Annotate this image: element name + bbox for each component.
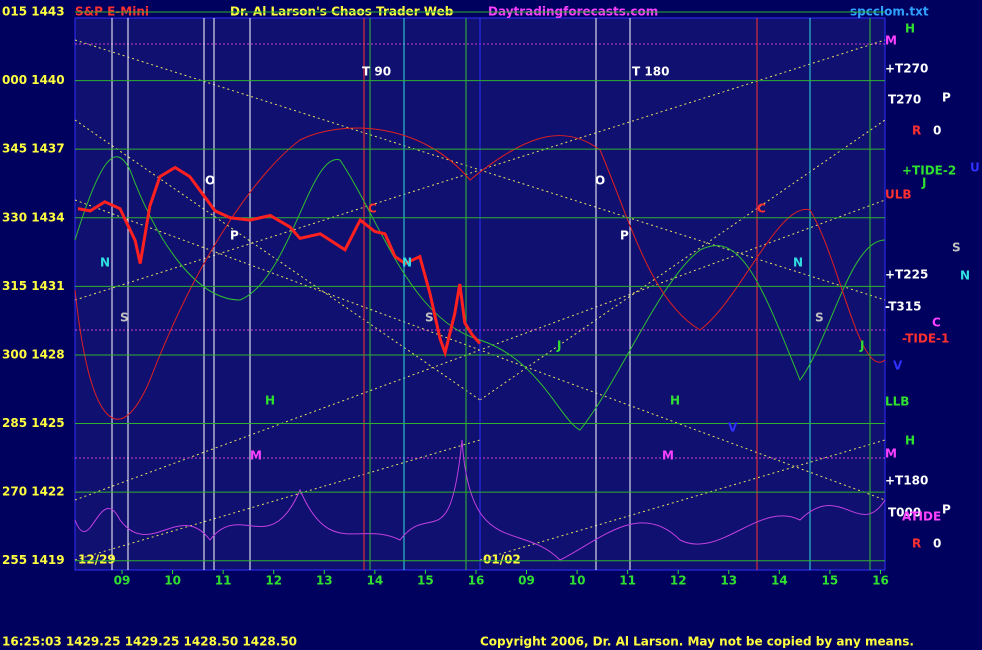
- file: spcclom.txt: [850, 5, 929, 19]
- x-tick-label: 09: [114, 574, 131, 588]
- x-tick-label: 10: [164, 574, 181, 588]
- annotation: J: [556, 339, 561, 353]
- annotation: 0: [933, 124, 941, 138]
- status: 16:25:03 1429.25 1429.25 1428.50 1428.50: [2, 635, 297, 649]
- annotation: LLB: [885, 395, 909, 409]
- x-tick-label: 12: [670, 574, 687, 588]
- date-label: 01/02: [483, 553, 521, 567]
- annotation: J: [921, 176, 926, 190]
- x-tick-label: 12: [265, 574, 282, 588]
- annotation: 0: [933, 537, 941, 551]
- x-tick-label: 13: [720, 574, 737, 588]
- annotation: S: [120, 311, 129, 325]
- annotation: N: [960, 269, 970, 283]
- y-tick-label: 285 1425: [2, 416, 65, 430]
- x-tick-label: 13: [316, 574, 333, 588]
- annotation: U: [970, 161, 980, 175]
- annotation: -TIDE-1: [902, 332, 949, 346]
- x-tick-label: 14: [771, 574, 788, 588]
- annotation: S: [952, 241, 961, 255]
- y-tick-label: 345 1437: [2, 142, 65, 156]
- annotation: P: [942, 503, 951, 517]
- x-tick-label: 16: [872, 574, 889, 588]
- annotation: C: [368, 202, 377, 216]
- x-tick-label: 11: [619, 574, 636, 588]
- y-tick-label: 315 1431: [2, 279, 65, 293]
- annotation: V: [893, 359, 903, 373]
- annotation: +T180: [885, 474, 928, 488]
- annotation: H: [670, 394, 680, 408]
- annotation: P: [230, 229, 239, 243]
- x-tick-label: 15: [417, 574, 434, 588]
- decoration: [74, 18, 886, 570]
- annotation: T270: [888, 93, 921, 107]
- y-tick-label: 015 1443: [2, 5, 65, 19]
- annotation: ATIDE: [902, 510, 941, 524]
- annotation: J: [859, 339, 864, 353]
- price-line: [77, 165, 482, 358]
- annotation: N: [100, 256, 110, 270]
- date-label: 12/29: [78, 553, 116, 567]
- y-tick-label: 255 1419: [2, 553, 65, 567]
- x-tick-label: 09: [518, 574, 535, 588]
- annotation: R: [912, 537, 921, 551]
- annotation: O: [595, 174, 605, 188]
- y-tick-label: 000 1440: [2, 73, 65, 87]
- y-tick-label: 330 1434: [2, 210, 65, 224]
- annotation: R: [912, 124, 921, 138]
- annotation: ULB: [885, 188, 912, 202]
- annotation: M: [662, 449, 674, 463]
- annotation: S: [425, 311, 434, 325]
- annotation: P: [942, 91, 951, 105]
- annotation: C: [932, 316, 941, 330]
- copyright: Copyright 2006, Dr. Al Larson. May not b…: [480, 635, 914, 649]
- annotation: N: [402, 256, 412, 270]
- annotation: S: [815, 311, 824, 325]
- annotation: V: [728, 421, 738, 435]
- annotation: P: [620, 229, 629, 243]
- annotation: T 180: [632, 65, 669, 79]
- annotation: +T270: [885, 62, 928, 76]
- x-tick-label: 16: [468, 574, 485, 588]
- x-tick-label: 15: [822, 574, 839, 588]
- annotation: H: [905, 22, 915, 36]
- annotation: O: [205, 174, 215, 188]
- annotation: M: [250, 449, 262, 463]
- annotation: N: [793, 256, 803, 270]
- x-tick-label: 10: [569, 574, 586, 588]
- annotation: H: [905, 434, 915, 448]
- annotation: +TIDE-2: [902, 164, 956, 178]
- x-tick-label: 11: [215, 574, 232, 588]
- y-tick-label: 270 1422: [2, 485, 65, 499]
- annotation: T 90: [362, 65, 391, 79]
- annotation: M: [885, 34, 897, 48]
- annotation: +T225: [885, 268, 928, 282]
- x-tick-label: 14: [366, 574, 383, 588]
- annotation: M: [885, 447, 897, 461]
- annotation: T000: [888, 506, 921, 520]
- y-tick-label: 300 1428: [2, 347, 65, 361]
- annotation: C: [757, 202, 766, 216]
- annotation: -T315: [885, 300, 921, 314]
- annotation: H: [265, 394, 275, 408]
